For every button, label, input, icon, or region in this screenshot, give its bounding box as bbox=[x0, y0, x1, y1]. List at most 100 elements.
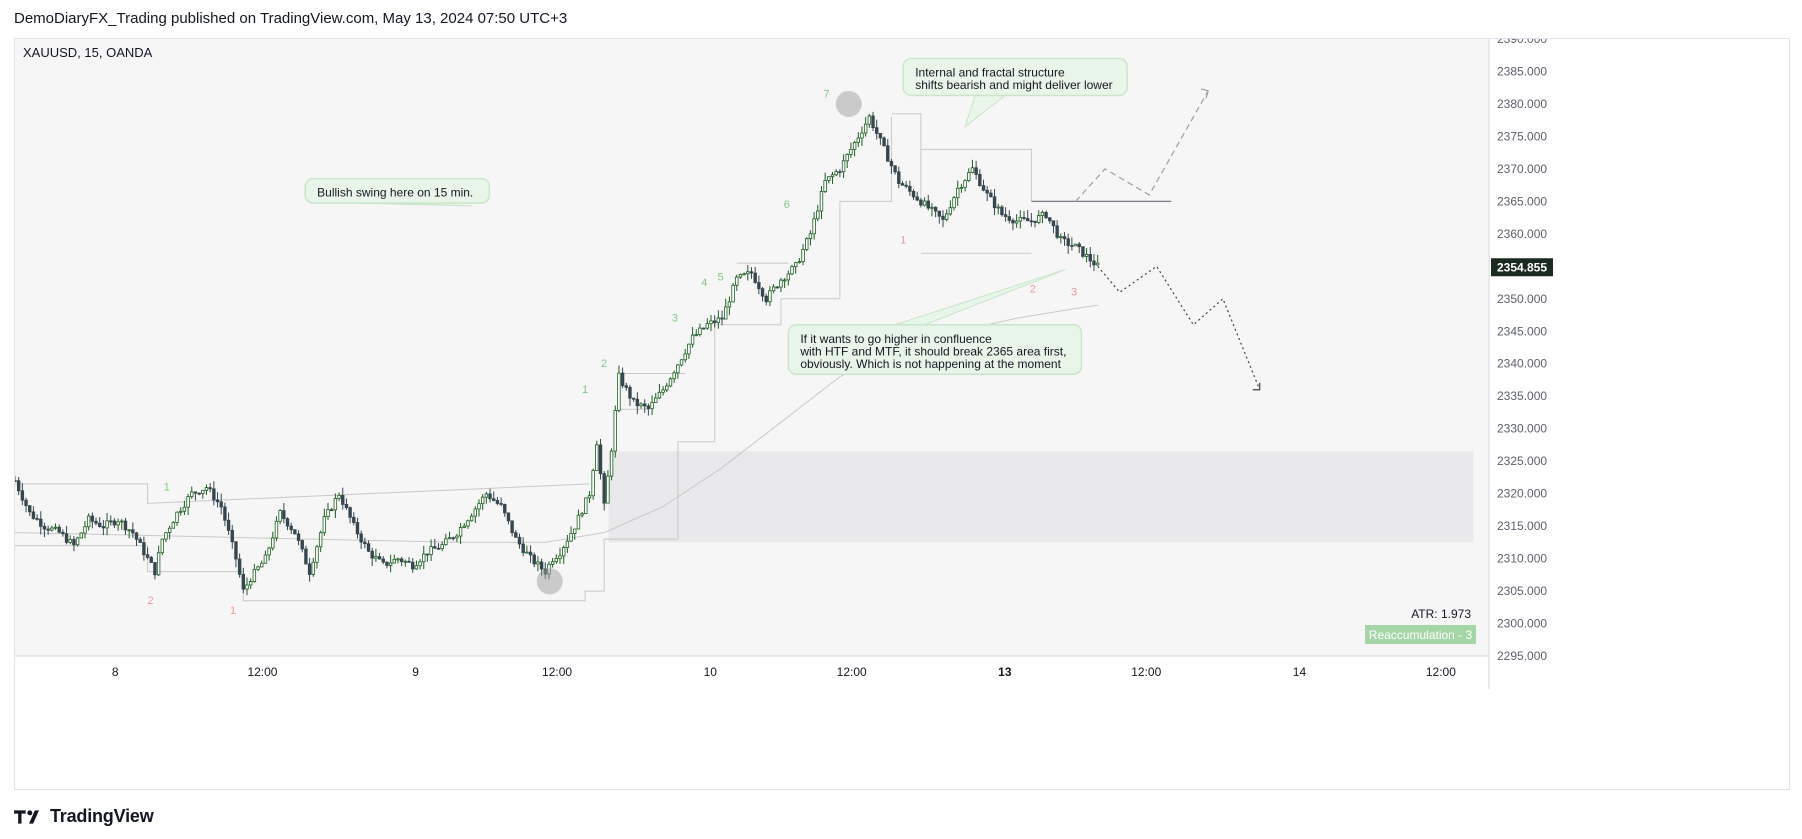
candle-body bbox=[539, 561, 544, 570]
wave-count-label: 2 bbox=[601, 358, 607, 370]
candle-body bbox=[484, 493, 489, 498]
candle-body bbox=[451, 537, 455, 540]
candle-body bbox=[307, 563, 312, 575]
candle-body bbox=[444, 538, 448, 545]
candle-body bbox=[101, 526, 106, 529]
wave-count-label: 1 bbox=[582, 384, 588, 396]
wave-count-label: 4 bbox=[701, 277, 707, 289]
candle-body bbox=[639, 403, 643, 407]
candle-body bbox=[366, 543, 371, 552]
candle-body bbox=[808, 233, 813, 240]
candle-body bbox=[422, 553, 426, 563]
candle-body bbox=[956, 187, 960, 199]
candle-body bbox=[352, 516, 356, 523]
tradingview-logo-icon bbox=[14, 809, 39, 824]
candle-body bbox=[219, 501, 223, 508]
candle-body bbox=[377, 556, 382, 560]
candle-body bbox=[131, 529, 135, 534]
candle-body bbox=[970, 167, 975, 173]
candle-body bbox=[915, 196, 919, 201]
candle-body bbox=[477, 503, 481, 510]
candle-body bbox=[1081, 246, 1085, 257]
candle-body bbox=[256, 566, 260, 570]
time-tick-label: 8 bbox=[112, 665, 119, 679]
candle-body bbox=[801, 249, 805, 262]
candle-body bbox=[911, 190, 916, 198]
candle-body bbox=[937, 210, 942, 217]
time-axis[interactable]: 8 12:00 9 12:00 10 12:00 13 12:00 14 12:00 bbox=[112, 665, 1456, 679]
candle-body bbox=[164, 532, 168, 540]
candle-body bbox=[388, 562, 393, 566]
callout-box[interactable] bbox=[304, 177, 491, 204]
time-tick-label: 14 bbox=[1293, 665, 1307, 679]
candle-body bbox=[138, 538, 142, 543]
callout-box[interactable] bbox=[902, 57, 1128, 97]
candle-body bbox=[149, 556, 153, 563]
candle-body bbox=[466, 520, 470, 527]
candle-body bbox=[112, 520, 117, 526]
candle-body bbox=[462, 525, 466, 528]
candle-body bbox=[521, 543, 525, 554]
callout-text: shifts bearish and might deliver lower bbox=[915, 78, 1112, 92]
candlestick-chart[interactable]: 1 2 1 1 2 3 4 5 6 7 1 2 3 Bullish swing here on 15 m… bbox=[15, 39, 1789, 789]
candle-body bbox=[782, 279, 787, 282]
candle-body bbox=[720, 317, 724, 320]
reaccumulation-badge bbox=[1365, 625, 1476, 644]
candle-body bbox=[875, 127, 879, 134]
candle-body bbox=[83, 526, 87, 534]
candle-body bbox=[967, 172, 971, 181]
last-price-label: 2354.855 bbox=[1497, 260, 1547, 274]
candle-body bbox=[812, 218, 816, 235]
candle-body bbox=[425, 553, 430, 556]
candle-body bbox=[558, 555, 562, 559]
candle-body bbox=[1014, 220, 1019, 224]
candle-body bbox=[53, 526, 58, 529]
candle-body bbox=[886, 145, 890, 162]
candle-body bbox=[712, 320, 717, 324]
candle-body bbox=[469, 515, 474, 522]
candle-body bbox=[944, 213, 949, 220]
candle-body bbox=[672, 372, 676, 380]
time-tick-label: 12:00 bbox=[1426, 665, 1456, 679]
demand-zone bbox=[608, 451, 1474, 543]
time-tick-label: 9 bbox=[412, 665, 419, 679]
swing-marker bbox=[835, 90, 862, 117]
price-tick-label: 2360.000 bbox=[1497, 227, 1547, 241]
price-tick-label: 2335.000 bbox=[1497, 389, 1547, 403]
candle-body bbox=[480, 496, 485, 505]
candle-body bbox=[613, 410, 617, 452]
candle-body bbox=[359, 533, 363, 543]
candle-body bbox=[1018, 217, 1023, 222]
candle-body bbox=[635, 398, 640, 407]
candle-body bbox=[1044, 211, 1048, 219]
structure-line bbox=[15, 483, 590, 504]
candle-body bbox=[742, 273, 746, 276]
price-tick-label: 2385.000 bbox=[1497, 64, 1547, 78]
candle-body bbox=[771, 286, 776, 292]
candle-body bbox=[134, 532, 139, 540]
candle-body bbox=[620, 372, 625, 387]
wave-count-label: 3 bbox=[1071, 287, 1077, 299]
candle-body bbox=[595, 444, 599, 472]
candle-body bbox=[834, 171, 838, 176]
price-axis[interactable]: 2295.000 2300.000 2305.000 2310.000 2315.000… bbox=[1491, 39, 1553, 663]
candle-body bbox=[35, 518, 39, 520]
candle-body bbox=[694, 334, 698, 336]
candle-body bbox=[514, 532, 518, 538]
candle-body bbox=[348, 507, 352, 518]
candle-body bbox=[893, 165, 897, 173]
candle-body bbox=[399, 558, 404, 563]
candle-body bbox=[79, 532, 83, 539]
candle-body bbox=[602, 473, 606, 504]
candle-body bbox=[657, 391, 662, 399]
candle-body bbox=[333, 497, 338, 511]
candle-body bbox=[237, 558, 242, 575]
candle-body bbox=[1022, 217, 1026, 219]
price-tick-label: 2305.000 bbox=[1497, 584, 1547, 598]
candle-body bbox=[329, 509, 334, 512]
tradingview-brand[interactable]: TradingView bbox=[50, 806, 154, 826]
candle-body bbox=[805, 238, 809, 250]
candle-body bbox=[506, 512, 511, 522]
callout-box[interactable] bbox=[787, 324, 1083, 376]
